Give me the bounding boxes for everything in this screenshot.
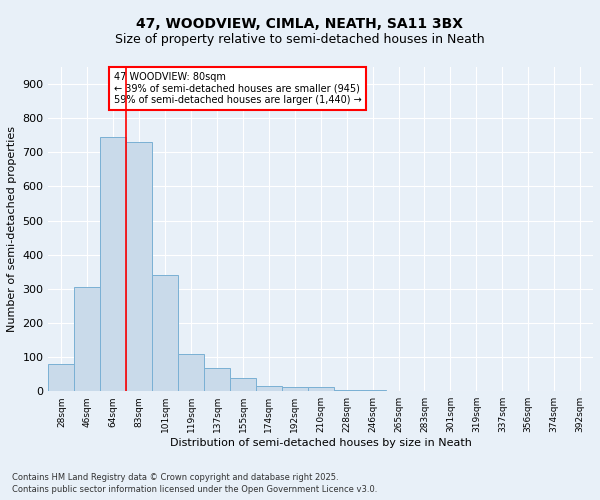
Text: Contains public sector information licensed under the Open Government Licence v3: Contains public sector information licen… [12,485,377,494]
Bar [308,387,334,392]
Text: 47 WOODVIEW: 80sqm
← 39% of semi-detached houses are smaller (945)
59% of semi-d: 47 WOODVIEW: 80sqm ← 39% of semi-detache… [114,72,362,105]
Text: 47, WOODVIEW, CIMLA, NEATH, SA11 3BX: 47, WOODVIEW, CIMLA, NEATH, SA11 3BX [137,18,464,32]
Bar [100,137,126,392]
Bar [256,386,282,392]
Bar [359,390,386,392]
Text: Size of property relative to semi-detached houses in Neath: Size of property relative to semi-detach… [115,32,485,46]
Bar [74,287,100,392]
Text: Contains HM Land Registry data © Crown copyright and database right 2025.: Contains HM Land Registry data © Crown c… [12,472,338,482]
Bar [282,387,308,392]
Bar [204,368,230,392]
Y-axis label: Number of semi-detached properties: Number of semi-detached properties [7,126,17,332]
Bar [178,354,204,392]
Bar [152,275,178,392]
X-axis label: Distribution of semi-detached houses by size in Neath: Distribution of semi-detached houses by … [170,438,472,448]
Bar [49,364,74,392]
Bar [230,378,256,392]
Bar [334,390,359,392]
Bar [126,142,152,392]
